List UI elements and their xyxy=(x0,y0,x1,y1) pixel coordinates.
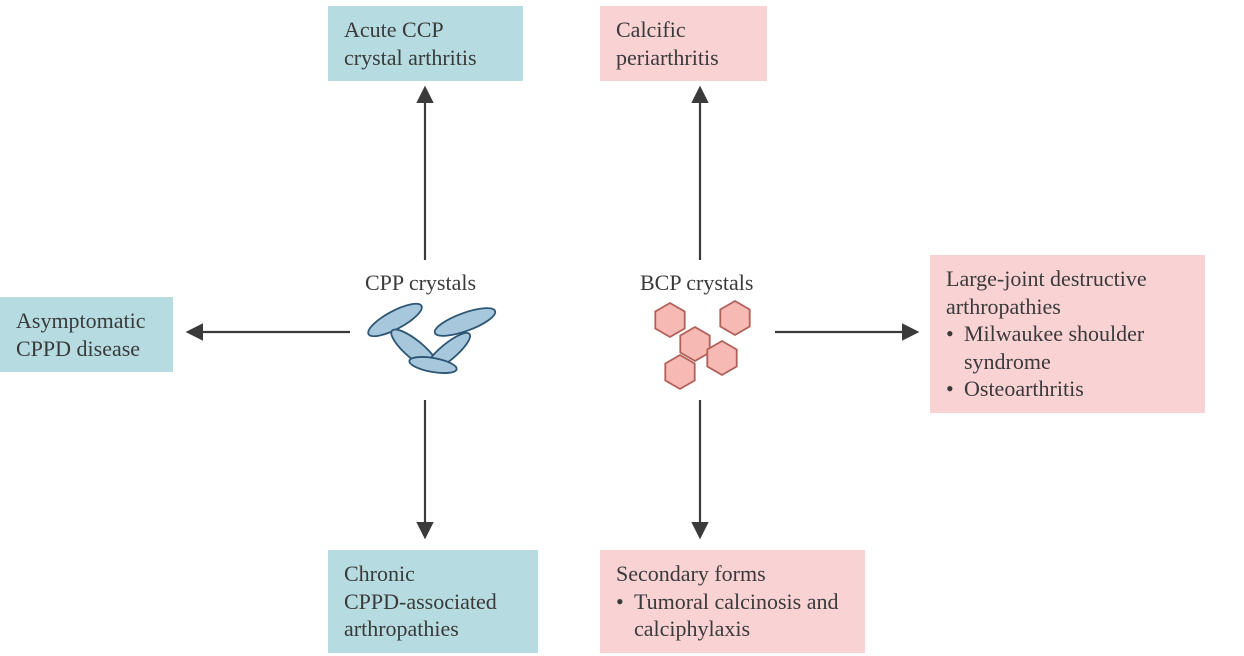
bullet-list: Tumoral calcinosis and calciphylaxis xyxy=(616,588,849,643)
text-line: Calcific xyxy=(616,16,751,44)
text-line: Large-joint destructive xyxy=(946,265,1189,293)
bcp-crystals-icon xyxy=(640,295,770,395)
text-line: periarthritis xyxy=(616,44,751,72)
box-bcp-bottom: Secondary forms Tumoral calcinosis and c… xyxy=(600,550,865,653)
label-cpp-crystals: CPP crystals xyxy=(365,270,476,296)
bullet-list: Milwaukee shoulder syndrome Osteoarthrit… xyxy=(946,320,1189,403)
box-bcp-top: Calcific periarthritis xyxy=(600,6,767,81)
label-bcp-crystals: BCP crystals xyxy=(640,270,753,296)
box-cpp-bottom: Chronic CPPD-associated arthropathies xyxy=(328,550,538,653)
text-line: Secondary forms xyxy=(616,560,849,588)
bullet-item: Milwaukee shoulder syndrome xyxy=(946,320,1189,375)
bullet-item: Tumoral calcinosis and calciphylaxis xyxy=(616,588,849,643)
box-cpp-top: Acute CCP crystal arthritis xyxy=(328,6,523,81)
text-line: Chronic xyxy=(344,560,522,588)
text-line: CPPD disease xyxy=(16,335,157,363)
diagram-canvas: Acute CCP crystal arthritis Calcific per… xyxy=(0,0,1244,656)
text-line: arthropathies xyxy=(344,615,522,643)
box-bcp-right: Large-joint destructive arthropathies Mi… xyxy=(930,255,1205,413)
text-line: Asymptomatic xyxy=(16,307,157,335)
text-line: CPPD-associated xyxy=(344,588,522,616)
box-cpp-left: Asymptomatic CPPD disease xyxy=(0,297,173,372)
cpp-crystals-icon xyxy=(358,295,508,390)
bullet-item: Osteoarthritis xyxy=(946,375,1189,403)
text-line: Acute CCP xyxy=(344,16,507,44)
text-line: arthropathies xyxy=(946,293,1189,321)
text-line: crystal arthritis xyxy=(344,44,507,72)
